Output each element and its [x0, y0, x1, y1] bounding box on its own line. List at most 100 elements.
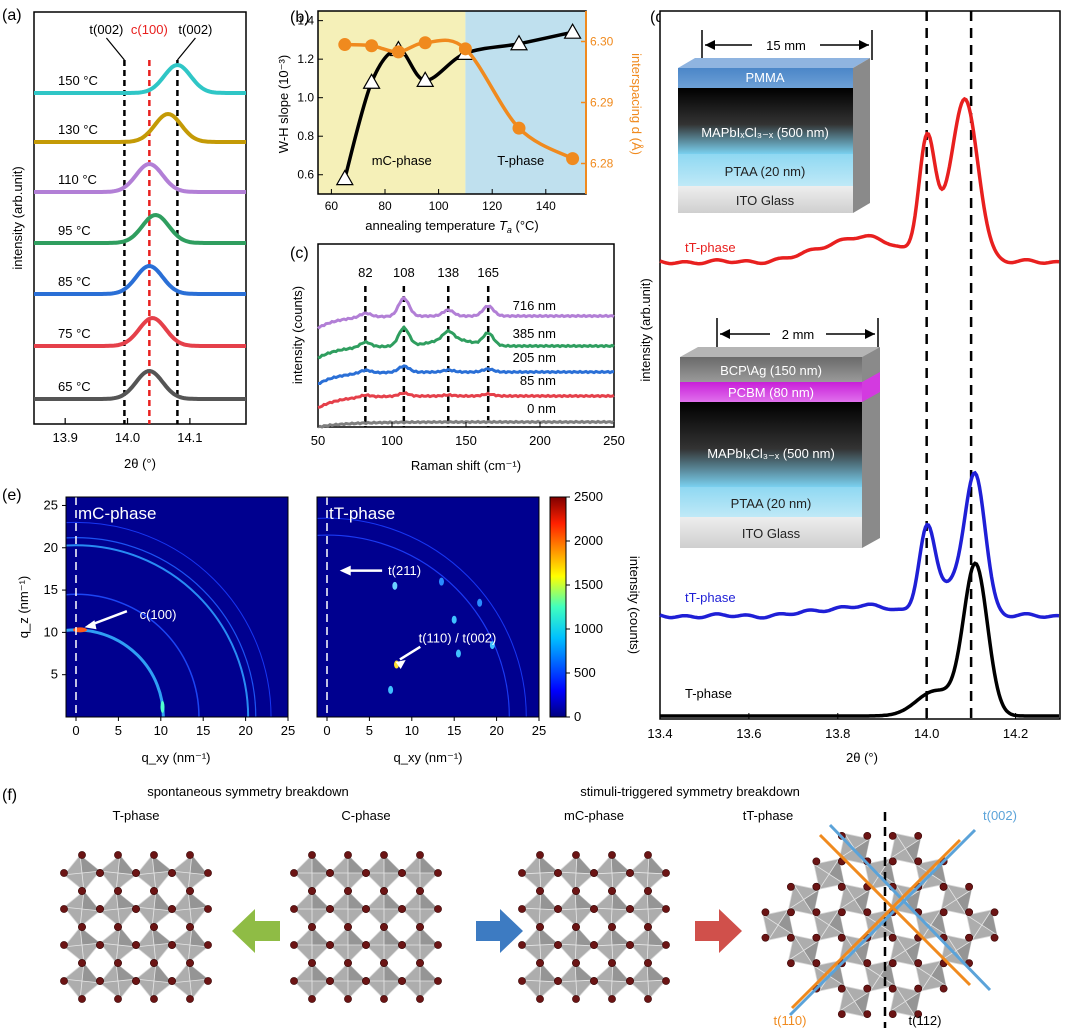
- octahedron-tT-3-2-shade: [854, 940, 870, 966]
- atom-mC-3-0-0: [518, 977, 526, 985]
- octahedron-mC-1-2-shade: [612, 891, 630, 910]
- atom-tT-4-0-0: [761, 908, 770, 917]
- octahedron-T-1-1-edge-v: [115, 891, 121, 927]
- octahedron-mC-2-3-edge-v: [646, 927, 650, 963]
- panel-f: (f) spontaneous symmetry breakdown stimu…: [2, 784, 1017, 1028]
- atom-T-2-1-0: [96, 941, 104, 949]
- map-background-0: [66, 497, 288, 717]
- layer-label-ptaa-1: PTAA (20 nm): [725, 164, 806, 179]
- octahedron-mC-3-2-shade: [612, 963, 630, 982]
- atom-T-0-1-0: [96, 869, 104, 877]
- atom-tT-0-4-2: [990, 908, 999, 917]
- raman-label-3: 385 nm: [513, 326, 556, 341]
- panel-b-ylabel-right: interspacing d (Å): [629, 53, 644, 155]
- plane-label-t002: t(002): [983, 808, 1017, 823]
- atom-tT-4-1-0: [787, 933, 795, 942]
- atom-T-0-2-2: [150, 851, 158, 859]
- layer-label-bcp: BCP\Ag (150 nm): [720, 363, 822, 378]
- atom-mC-3-2-0: [590, 977, 598, 985]
- octahedron-mC-2-0-edge-v: [538, 927, 542, 963]
- panel-c-ylabel: intensity (counts): [290, 286, 305, 384]
- octahedron-T-3-1-edge-v: [115, 963, 121, 999]
- atom-tT-0-1-0: [888, 832, 897, 840]
- octahedron-T-0-0: [63, 854, 101, 892]
- octahedron-mC-3-3-shade: [647, 963, 666, 981]
- octahedron-T-2-1-shade: [118, 927, 136, 947]
- atom-mC-2-1-0: [554, 941, 562, 949]
- panel-e: (e) mC-phase tT-phase c(100) t(211) t(110) /…: [2, 487, 642, 765]
- octahedron-tT-4-3-shade: [854, 991, 870, 1017]
- panel-a: (a) t(002) c(100) t(002) 65 °C 75 °C 85 °C 95…: [2, 7, 247, 471]
- octahedron-T-2-2-shade: [152, 927, 172, 945]
- atom-mC-0-0-0: [518, 869, 526, 877]
- xtick-label-0: 60: [325, 199, 339, 213]
- atom-C-1-0-2: [308, 887, 316, 895]
- octahedron-mC-0-2-edge-v: [610, 855, 614, 891]
- atom-mC-2-2-2: [608, 923, 616, 931]
- atom-C-2-3-2: [416, 923, 424, 931]
- atom-tT-2-0-0: [812, 857, 821, 866]
- atom-T-3-0-3: [78, 995, 86, 1003]
- xtick-label-0: 13.4: [647, 726, 672, 741]
- octahedron-C-0-3: [401, 854, 439, 892]
- point-d-2: [391, 45, 405, 59]
- octahedron-T-2-2-edge-v: [151, 927, 157, 963]
- octahedron-C-3-2-shade: [384, 963, 402, 981]
- point-d-3: [418, 36, 432, 50]
- cbar-label-1: 500: [574, 665, 596, 680]
- atom-T-1-2-2: [150, 887, 158, 895]
- curve-65C: [34, 368, 246, 401]
- octahedron-C-0-0-shade: [312, 855, 330, 873]
- atom-T-2-0-2: [78, 923, 86, 931]
- series-label-3: 95 °C: [58, 223, 91, 238]
- raman-label-0: 0 nm: [527, 401, 556, 416]
- atom-C-0-1-2: [344, 851, 352, 859]
- octahedron-tT-3-1-shade: [829, 909, 845, 935]
- atom-T-3-1-2: [114, 959, 122, 967]
- atom-C-2-0-0: [290, 941, 298, 949]
- octahedron-T-2-0: [63, 926, 101, 964]
- plane-t002-line-b: [788, 828, 977, 1017]
- octahedron-tT-2-2-shade: [880, 909, 896, 935]
- octahedron-tT-4-1-edge-v: [788, 940, 819, 961]
- octahedron-C-0-1-shade: [348, 855, 366, 873]
- octahedron-mC-1-1-edge-v: [574, 891, 578, 927]
- atom-mC-2-3-2: [644, 923, 652, 931]
- octahedron-T-0-0-edge-v: [79, 855, 85, 891]
- octahedron-tT-3-0-shade: [803, 889, 819, 915]
- map-title-1: tT-phase: [329, 504, 395, 523]
- atom-mC-1-0-0: [518, 905, 526, 913]
- gixd-map-0: [66, 497, 288, 717]
- xtick-label-0: 50: [311, 433, 325, 448]
- atom-tT-3-3-2: [888, 959, 897, 968]
- octahedron-mC-2-2-edge-v: [610, 927, 614, 963]
- octahedron-tT-1-3-edge-v: [920, 909, 942, 941]
- atom-C-0-0-0: [290, 869, 298, 877]
- octahedron-tT-3-3-shade: [880, 960, 896, 986]
- xtick-label-1-3: 15: [447, 723, 461, 738]
- atom-mC-1-3-2: [644, 887, 652, 895]
- atom-T-3-2-3: [150, 995, 158, 1003]
- octahedron-C-2-0: [293, 926, 331, 964]
- octahedron-C-3-1: [329, 962, 367, 1000]
- xtick-label-3: 200: [529, 433, 551, 448]
- atom-tT-0-2-0: [914, 857, 923, 866]
- octahedron-mC-1-0-shade: [540, 891, 558, 910]
- octahedron-T-1-3-shade: [188, 891, 208, 909]
- octahedron-T-0-3-edge-v: [187, 855, 193, 891]
- atom-mC-0-3-0: [626, 869, 634, 877]
- atom-mC-1-0-2: [536, 887, 544, 895]
- octahedron-tT-3-0: [788, 883, 820, 916]
- atom-tT-0-3-0: [939, 882, 948, 891]
- octahedron-T-1-2: [135, 890, 173, 928]
- point-d-5: [512, 121, 526, 135]
- ytick-left-label-4: 1.4: [297, 14, 314, 28]
- octahedron-tT-2-1-shade: [854, 889, 870, 915]
- octahedron-T-1-0: [63, 890, 101, 928]
- octahedron-mC-0-0-shade: [539, 855, 558, 873]
- octahedron-T-2-3-shade: [190, 927, 208, 947]
- xtick-label-3: 120: [482, 199, 502, 213]
- panel-b-ylabel-left: W-H slope (10⁻³): [276, 55, 291, 153]
- atom-C-2-1-0: [326, 941, 334, 949]
- xtick-label-1: 13.6: [736, 726, 761, 741]
